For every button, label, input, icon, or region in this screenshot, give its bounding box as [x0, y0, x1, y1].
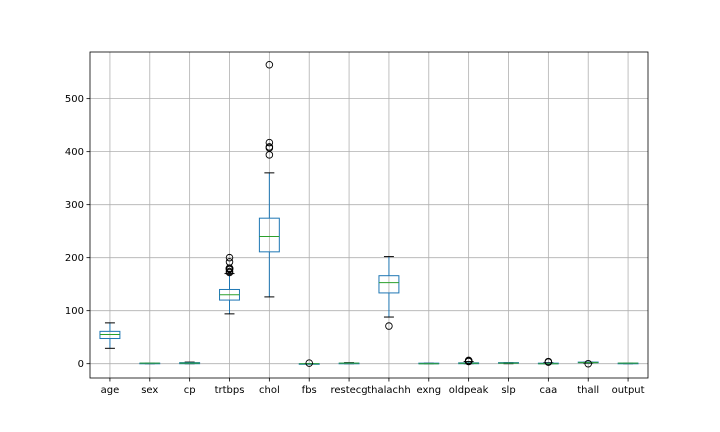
- y-axis: 0 100 200 300 400 500: [65, 94, 90, 370]
- box-thalachh: [378, 256, 400, 330]
- y-tick-label: 100: [65, 306, 84, 317]
- grid-lines: [90, 52, 648, 378]
- x-tick-label: fbs: [302, 385, 317, 396]
- box-output: [617, 362, 639, 365]
- iqr-box: [258, 217, 280, 253]
- box-thall: [577, 359, 599, 368]
- box-age: [99, 322, 121, 349]
- x-tick-label: thalachh: [367, 385, 410, 396]
- x-tick-label: cp: [184, 385, 196, 396]
- x-tick-label: chol: [259, 385, 280, 396]
- outlier-point: [385, 322, 393, 330]
- outlier-point: [265, 138, 274, 147]
- x-axis: age sex cp trtbps chol fbs restecg thalachh exng…: [101, 378, 645, 396]
- plot-frame: [89, 51, 649, 379]
- box-series: [99, 60, 639, 368]
- box-cp: [179, 361, 201, 365]
- box-exng: [418, 362, 440, 365]
- iqr-box: [378, 275, 400, 294]
- box-restecg: [338, 362, 360, 365]
- y-tick-label: 500: [65, 94, 84, 105]
- box-trtbps: [219, 253, 240, 315]
- x-tick-label: restecg: [330, 385, 367, 396]
- y-tick-label: 0: [78, 359, 84, 370]
- x-tick-label: age: [101, 385, 120, 396]
- box-fbs: [298, 359, 320, 367]
- x-tick-label: trtbps: [215, 385, 245, 396]
- box-chol: [258, 60, 280, 298]
- y-tick-label: 200: [65, 253, 84, 264]
- x-tick-label: output: [612, 385, 645, 396]
- outlier-point: [305, 359, 313, 367]
- box-caa: [537, 357, 559, 366]
- box-oldpeak: [458, 356, 480, 366]
- outlier-point: [265, 143, 274, 151]
- outlier-point: [225, 267, 234, 276]
- box-slp: [498, 362, 519, 365]
- outlier-point: [265, 60, 274, 69]
- outlier-point: [584, 359, 592, 368]
- y-tick-label: 400: [65, 147, 84, 158]
- x-tick-label: slp: [501, 385, 515, 396]
- x-tick-label: exng: [416, 385, 441, 396]
- y-tick-label: 300: [65, 200, 84, 211]
- x-tick-label: sex: [141, 385, 158, 396]
- x-tick-label: oldpeak: [449, 385, 489, 396]
- outlier-point: [544, 357, 553, 366]
- outlier-point: [464, 356, 473, 365]
- x-tick-label: thall: [577, 385, 599, 396]
- x-tick-label: caa: [539, 385, 557, 396]
- outlier-point: [225, 253, 234, 262]
- box-sex: [139, 362, 161, 365]
- outlier-point: [225, 258, 234, 266]
